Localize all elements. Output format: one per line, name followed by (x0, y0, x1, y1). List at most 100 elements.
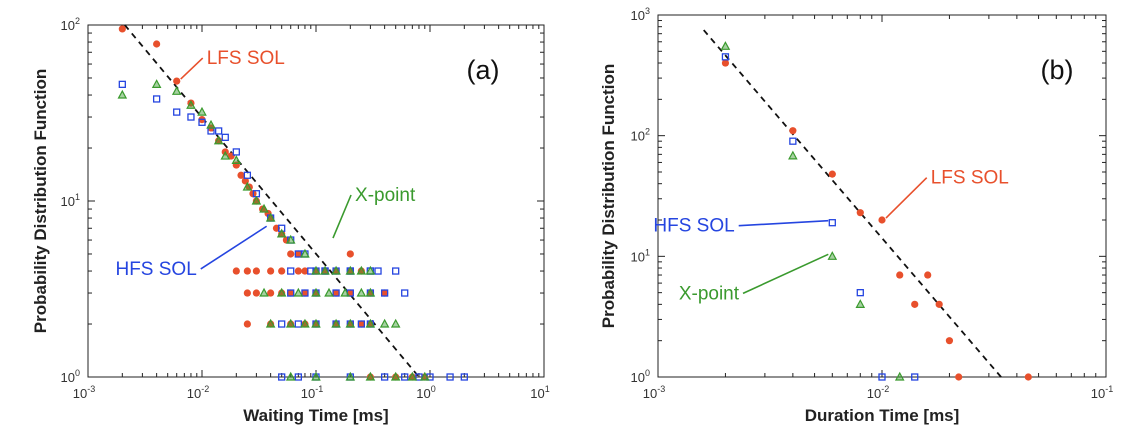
data-point-dot (118, 25, 126, 33)
series-hfs-sol (118, 80, 468, 381)
data-point-triangle (407, 371, 418, 381)
annotation-leader-line (742, 253, 829, 295)
data-point-triangle (242, 181, 253, 191)
data-point-dot (911, 300, 919, 308)
data-point-triangle (390, 371, 401, 381)
x-tick-exponent: -2 (881, 384, 889, 394)
data-point-triangle (276, 228, 287, 238)
data-point-triangle (259, 203, 269, 213)
data-point-triangle (365, 287, 376, 297)
annotation-label: LFS SOL (207, 48, 285, 69)
y-tick-label: 102 (61, 16, 80, 33)
data-point-square (215, 127, 223, 135)
data-point-triangle (311, 287, 321, 297)
data-point-dot (878, 216, 886, 224)
annotation-leader-line (200, 225, 268, 270)
data-point-dot (924, 271, 932, 279)
data-point-triangle (365, 265, 376, 275)
data-point-square (294, 373, 302, 381)
data-point-triangle (285, 234, 296, 244)
data-point-square (294, 320, 302, 328)
data-point-triangle (285, 371, 296, 381)
data-point-triangle (311, 265, 321, 275)
data-point-square (278, 320, 286, 328)
annotation-leader-line (180, 57, 204, 80)
data-point-triangle (300, 318, 310, 328)
data-point-dot (856, 209, 864, 217)
data-point-triangle (720, 41, 731, 50)
data-point-triangle (365, 371, 376, 381)
data-point-triangle (186, 99, 196, 109)
data-point-dot (301, 289, 309, 297)
data-point-triangle (276, 287, 287, 297)
y-tick-label: 100 (61, 368, 80, 385)
annotation-leader-line (738, 219, 829, 227)
panel-label-a: (a) (467, 55, 500, 85)
data-point-triangle (324, 287, 334, 297)
data-point-triangle (151, 79, 162, 88)
x-tick-exponent: -2 (201, 384, 209, 394)
y-axis-title-b: Probability Distribution Function (599, 64, 618, 328)
data-point-triangle (300, 248, 310, 258)
series-x-point (720, 41, 905, 381)
data-point-dot (346, 250, 354, 258)
data-point-dot (896, 271, 904, 279)
data-point-dot (828, 170, 836, 178)
data-point-square (789, 137, 797, 145)
data-point-triangle (345, 265, 356, 275)
data-point-square (152, 95, 161, 103)
data-point-dot (278, 267, 286, 275)
data-point-triangle (265, 318, 276, 328)
x-tick-label: 10-3 (73, 384, 95, 401)
y-tick-label: 102 (631, 127, 650, 144)
x-tick-exponent: -3 (87, 384, 95, 394)
data-point-triangle (231, 155, 242, 165)
data-point-triangle (827, 251, 838, 260)
data-point-dot (381, 289, 389, 297)
data-point-dot (789, 127, 797, 135)
data-point-triangle (285, 318, 296, 328)
data-point-triangle (365, 318, 376, 328)
data-point-dot (721, 59, 730, 67)
annotation-label: HFS SOL (653, 216, 734, 237)
data-point-square (173, 108, 181, 116)
data-point-dot (173, 77, 181, 85)
annotation-label: X-point (355, 185, 416, 206)
data-point-triangle (894, 371, 905, 381)
data-point-triangle (171, 86, 182, 95)
x-axis-title-a: Waiting Time [ms] (243, 406, 388, 425)
data-point-triangle (855, 299, 866, 308)
data-point-square (401, 373, 409, 381)
x-tick-exponent: -1 (315, 384, 323, 394)
data-point-square (460, 373, 468, 381)
data-point-square (287, 289, 295, 297)
x-tick-exponent: 0 (431, 384, 436, 394)
y-tick-exponent: 1 (75, 192, 80, 202)
annotation-label: LFS SOL (931, 168, 1009, 189)
data-point-triangle (390, 318, 401, 328)
data-point-square (332, 289, 340, 297)
data-point-dot (237, 171, 245, 179)
data-point-dot (357, 320, 365, 328)
series-lfs-sol (721, 59, 1032, 381)
data-point-triangle (788, 150, 798, 160)
data-point-triangle (311, 318, 321, 328)
data-point-triangle (265, 212, 276, 222)
data-point-triangle (293, 287, 304, 297)
axis-ticks-b (657, 14, 1107, 378)
data-point-triangle (331, 265, 341, 275)
data-point-triangle (379, 318, 390, 328)
data-point-dot (294, 250, 302, 258)
x-axis-title-b: Duration Time [ms] (805, 406, 960, 425)
data-point-dot (267, 289, 275, 297)
data-point-square (187, 113, 195, 121)
data-point-square (287, 267, 295, 275)
data-point-dot (232, 267, 240, 275)
data-point-dot (945, 337, 954, 345)
data-point-triangle (251, 195, 262, 205)
data-point-triangle (117, 89, 128, 99)
x-tick-label: 10-2 (187, 384, 209, 401)
data-point-square (374, 267, 382, 275)
x-tick-label: 10-1 (301, 384, 323, 401)
